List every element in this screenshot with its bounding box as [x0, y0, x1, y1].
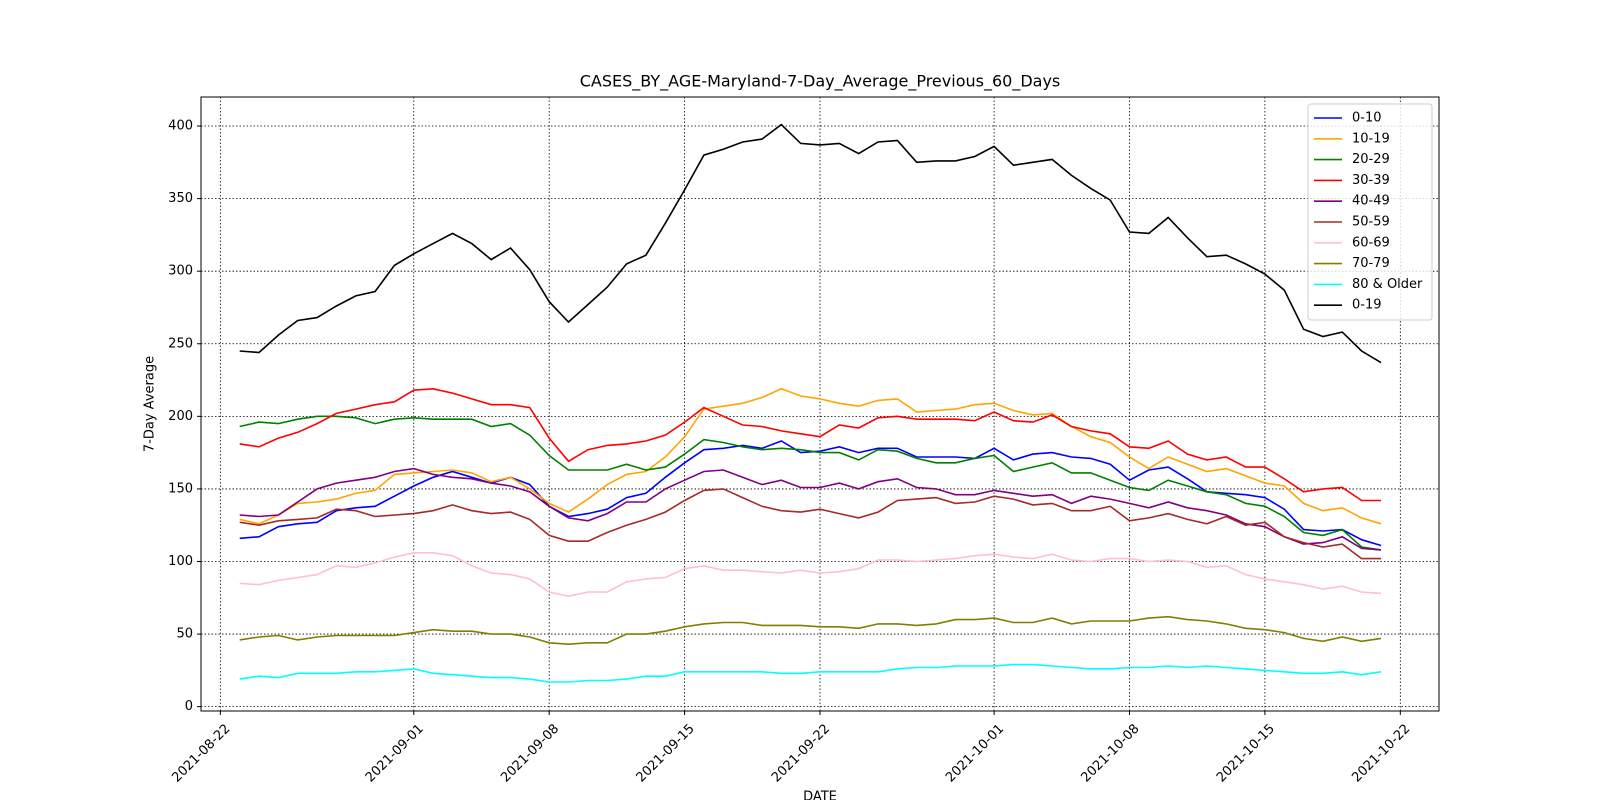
y-tick-label: 350 [168, 191, 193, 206]
x-tick-label: 2021-08-22 [169, 721, 233, 785]
legend-label: 20-29 [1352, 152, 1390, 167]
x-tick-label: 2021-09-01 [363, 721, 427, 785]
legend-label: 80 & Older [1352, 277, 1423, 292]
x-axis-label: DATE [803, 790, 837, 800]
legend-label: 0-19 [1352, 298, 1382, 313]
y-tick-label: 0 [185, 699, 193, 714]
series-line [239, 552, 1382, 598]
plot-frame [200, 96, 1440, 712]
series-line [239, 615, 1382, 646]
series-line [239, 467, 1382, 551]
legend-box [1307, 103, 1433, 321]
y-tick-label: 100 [168, 554, 193, 569]
x-tick-label: 2021-10-08 [1079, 721, 1143, 785]
legend-label: 70-79 [1352, 256, 1390, 271]
series-line [239, 415, 1382, 551]
series-line [239, 663, 1382, 683]
x-tick-label: 2021-09-15 [634, 721, 698, 785]
y-axis-label: 7-Day Average [143, 356, 158, 452]
x-tick-label: 2021-09-22 [769, 721, 833, 785]
series-line [239, 387, 1381, 502]
legend-label: 30-39 [1352, 173, 1390, 188]
x-tick-label: 2021-09-08 [498, 721, 562, 785]
series-line [239, 387, 1382, 525]
series-line [239, 123, 1382, 364]
legend-label: 50-59 [1352, 215, 1390, 230]
y-tick-label: 300 [168, 264, 193, 279]
legend-label: 0-10 [1352, 111, 1382, 126]
series-line [239, 488, 1381, 560]
legend-label: 60-69 [1352, 235, 1390, 250]
y-tick-label: 150 [168, 481, 193, 496]
series-line [239, 440, 1382, 547]
x-tick-label: 2021-10-01 [943, 721, 1007, 785]
x-tick-label: 2021-10-15 [1214, 721, 1278, 785]
y-tick-label: 200 [168, 409, 193, 424]
y-tick-label: 250 [168, 336, 193, 351]
legend: 0-10 10-19 20-29 30-39 40-49 50-59 60-69 70-79 8… [1307, 103, 1433, 321]
y-tick-label: 50 [176, 627, 193, 642]
chart-title: CASES_BY_AGE-Maryland-7-Day_Average_Prev… [580, 72, 1061, 92]
legend-label: 40-49 [1352, 194, 1390, 209]
legend-label: 10-19 [1352, 131, 1390, 146]
y-tick-label: 400 [168, 119, 193, 134]
x-tick-label: 2021-10-22 [1349, 721, 1413, 785]
